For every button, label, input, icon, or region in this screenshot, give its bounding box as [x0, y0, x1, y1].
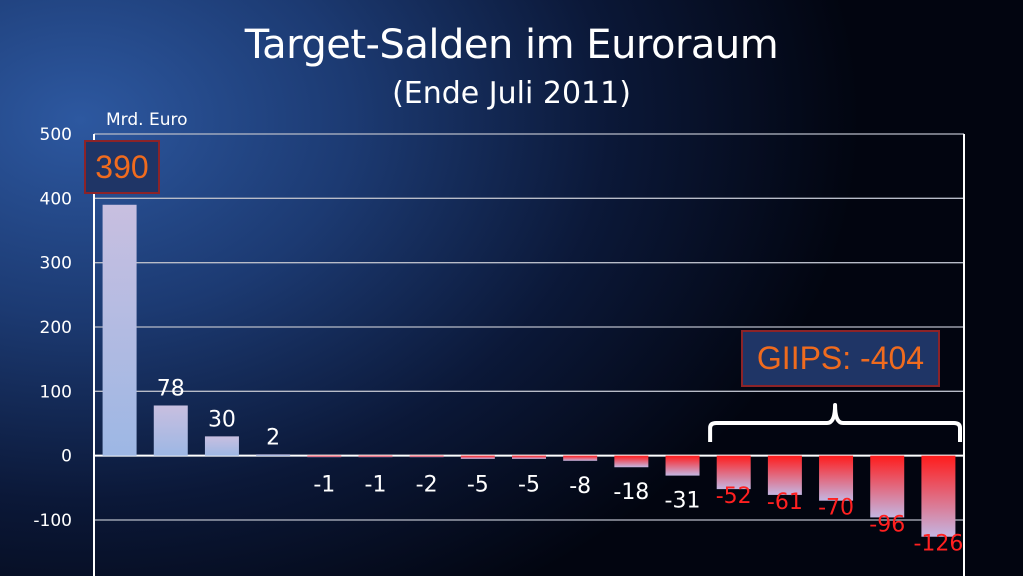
y-tick-label: 200: [40, 318, 72, 338]
bar: [512, 455, 546, 459]
bar: [819, 455, 854, 501]
data-label: -1: [365, 473, 387, 498]
unit-label: Mrd. Euro: [106, 110, 188, 130]
data-label: -1: [313, 473, 335, 498]
bar: [716, 455, 751, 490]
giips-brace: [708, 403, 962, 442]
y-tick-label: 300: [40, 254, 72, 274]
giips-total-callout: GIIPS: -404: [741, 330, 940, 387]
chart-title: Target-Salden im Euroraum: [244, 22, 779, 68]
data-label: -5: [518, 473, 540, 498]
bar: [614, 455, 649, 468]
data-label: -18: [613, 480, 649, 505]
data-label: -31: [665, 489, 701, 514]
bar: [204, 436, 239, 456]
data-label: -5: [467, 473, 489, 498]
bar: [307, 455, 342, 458]
data-label: -61: [767, 490, 803, 515]
data-label: -126: [913, 532, 963, 557]
data-label: 30: [208, 407, 236, 432]
bar: [665, 455, 700, 476]
bar: [102, 204, 137, 456]
bar: [460, 455, 495, 459]
y-tick-label: 400: [40, 189, 72, 209]
y-tick-label: 100: [40, 382, 72, 402]
bar: [563, 455, 598, 461]
bar: [256, 454, 291, 456]
data-label: -2: [416, 473, 438, 498]
bar: [358, 455, 393, 458]
max-value-callout: 390: [84, 140, 160, 194]
bar: [153, 405, 188, 456]
bar: [921, 455, 956, 537]
data-label: -96: [869, 512, 905, 537]
chart-subtitle: (Ende Juli 2011): [392, 76, 631, 111]
data-label: 2: [266, 425, 280, 450]
data-label: -52: [716, 484, 752, 509]
y-tick-label: 500: [40, 125, 72, 145]
y-tick-label: 0: [61, 447, 72, 467]
data-label: -8: [569, 474, 591, 499]
bar: [409, 455, 444, 458]
bar: [870, 455, 905, 518]
data-label: 78: [157, 376, 185, 401]
data-label: -70: [818, 496, 854, 521]
bar: [767, 455, 802, 495]
y-tick-label: -100: [33, 511, 72, 531]
